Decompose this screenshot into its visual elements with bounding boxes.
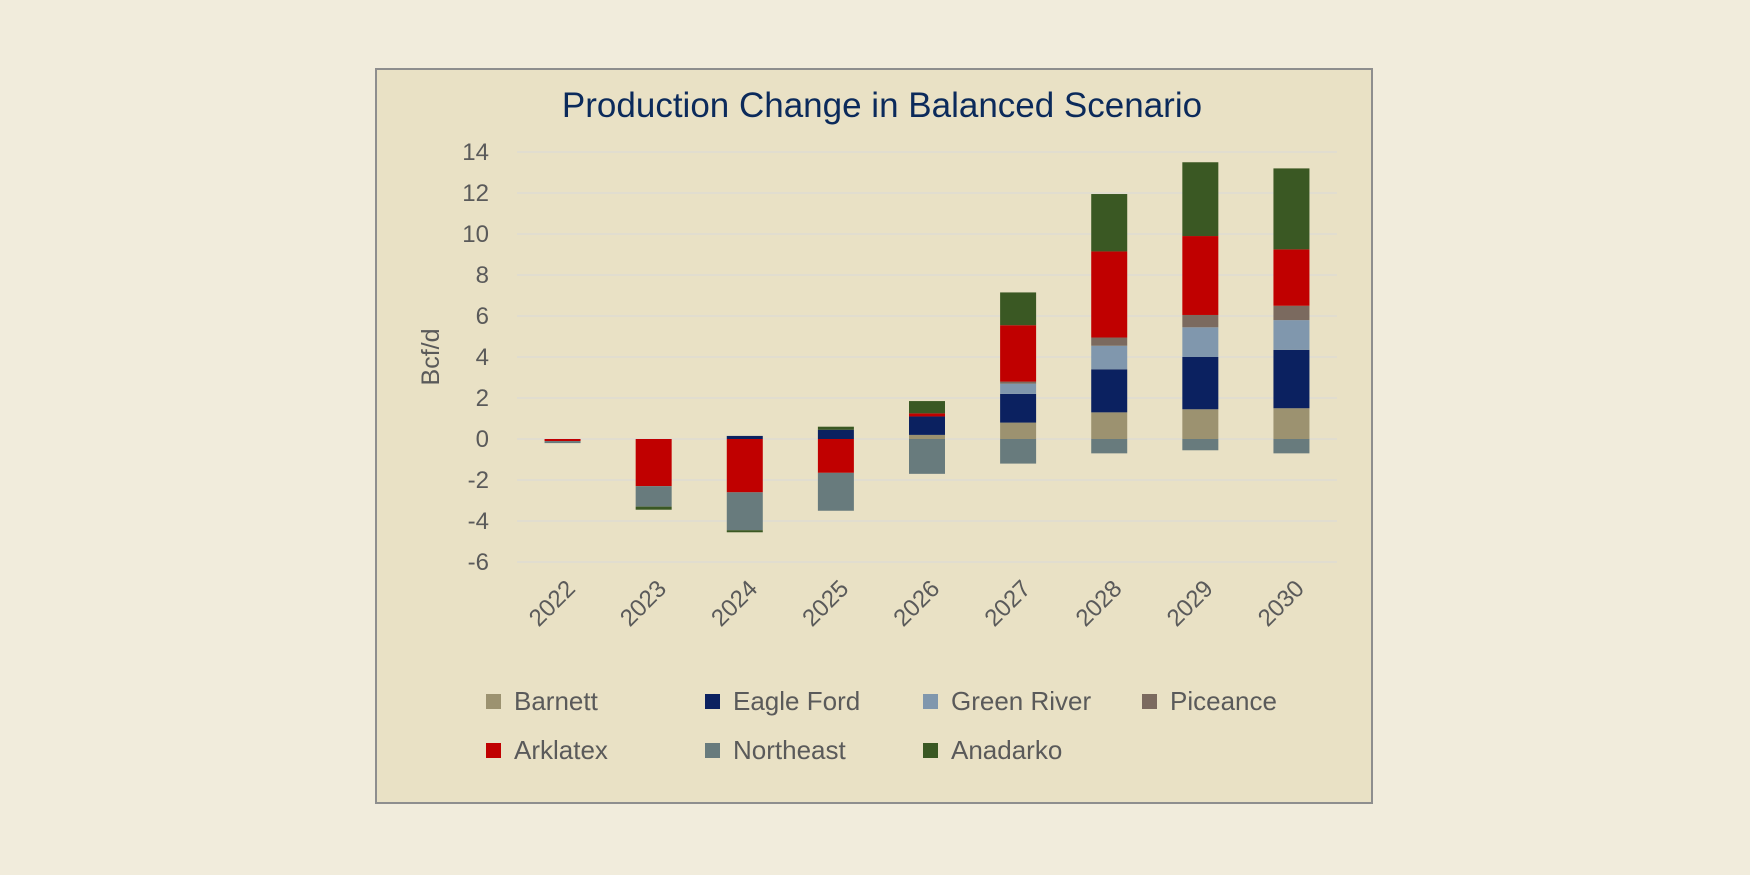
bar-piceance-2029	[1182, 314, 1219, 328]
bar-arklatex-2029	[1182, 236, 1219, 315]
legend-label: Arklatex	[514, 735, 608, 765]
x-tick-label: 2027	[980, 575, 1037, 632]
bar-eagle-ford-2030	[1273, 349, 1310, 409]
y-tick-label: 8	[476, 262, 489, 289]
bar-eagle-ford-2027	[1000, 393, 1037, 423]
x-tick-label: 2028	[1071, 575, 1128, 632]
bar-arklatex-2030	[1273, 249, 1310, 306]
y-axis-label: Bcf/d	[417, 329, 445, 386]
gridlines	[517, 151, 1337, 563]
x-tick-label: 2022	[524, 575, 581, 632]
bar-arklatex-2027	[1000, 325, 1037, 382]
y-tick-label: -2	[468, 467, 489, 494]
y-tick-label: 0	[476, 426, 489, 453]
x-tick-label: 2030	[1253, 575, 1310, 632]
bar-northeast-2024	[726, 492, 763, 531]
y-axis-ticks: 14 12 10 8 6 4 2 0 -2 -4 -6	[462, 139, 489, 576]
chart-title: Production Change in Balanced Scenario	[562, 86, 1202, 125]
x-tick-label: 2029	[1162, 575, 1219, 632]
bar-eagle-ford-2024	[726, 435, 763, 439]
y-tick-label: 2	[476, 385, 489, 412]
legend-label: Barnett	[514, 686, 599, 716]
bar-piceance-2027	[1000, 381, 1037, 384]
legend-label: Anadarko	[951, 735, 1062, 765]
bar-green-river-2030	[1273, 320, 1310, 350]
x-axis-ticks: 2022 2023 2024 2025 2026 2027 2028 2029 2030	[524, 575, 1310, 632]
bar-northeast-2023	[635, 486, 672, 507]
legend-swatch-northeast	[705, 743, 720, 758]
bar-eagle-ford-2026	[909, 416, 945, 435]
bar-anadarko-2028	[1091, 194, 1128, 252]
bar-northeast-2026	[909, 439, 945, 474]
bar-piceance-2028	[1091, 337, 1128, 346]
bar-northeast-2025	[817, 472, 854, 511]
bar-anadarko-2029	[1182, 162, 1219, 237]
bar-arklatex-2028	[1091, 251, 1128, 338]
y-tick-label: 12	[462, 180, 489, 207]
legend-swatch-barnett	[486, 694, 501, 709]
bar-barnett-2026	[909, 434, 945, 439]
bar-anadarko-2030	[1273, 168, 1310, 250]
bars	[544, 162, 1310, 533]
bar-piceance-2030	[1273, 305, 1310, 321]
bar-green-river-2028	[1091, 345, 1128, 370]
x-tick-label: 2024	[706, 575, 763, 632]
bar-northeast-2027	[1000, 439, 1037, 464]
y-tick-label: -6	[468, 549, 489, 576]
bar-anadarko-2025	[817, 426, 854, 430]
bar-barnett-2030	[1273, 408, 1310, 439]
y-tick-label: 6	[476, 303, 489, 330]
x-tick-label: 2026	[888, 575, 945, 632]
bar-barnett-2028	[1091, 412, 1128, 439]
bar-anadarko-2027	[1000, 292, 1037, 326]
legend-label: Northeast	[733, 735, 846, 765]
y-tick-label: 10	[462, 221, 489, 248]
legend-swatch-green-river	[923, 694, 938, 709]
legend-label: Piceance	[1170, 686, 1277, 716]
bar-arklatex-2026	[909, 413, 945, 417]
legend: Barnett Eagle Ford Green River Piceance Arkl…	[486, 686, 1277, 765]
legend-label: Eagle Ford	[733, 686, 860, 716]
legend-swatch-arklatex	[486, 743, 501, 758]
bar-eagle-ford-2029	[1182, 357, 1219, 410]
y-tick-label: 4	[476, 344, 489, 371]
stacked-bar-chart: Production Change in Balanced Scenario B…	[417, 86, 1337, 765]
bar-green-river-2029	[1182, 327, 1219, 357]
bar-arklatex-2022	[544, 439, 581, 442]
legend-label: Green River	[951, 686, 1091, 716]
legend-swatch-anadarko	[923, 743, 938, 758]
y-tick-label: -4	[468, 508, 489, 535]
chart-panel: Production Change in Balanced Scenario B…	[375, 68, 1373, 804]
legend-swatch-piceance	[1142, 694, 1157, 709]
bar-northeast-2030	[1273, 439, 1310, 454]
bar-northeast-2022	[544, 441, 581, 444]
bar-northeast-2029	[1182, 439, 1219, 451]
bar-arklatex-2024	[726, 439, 763, 493]
x-tick-label: 2025	[797, 575, 854, 632]
bar-barnett-2029	[1182, 409, 1219, 439]
bar-anadarko-2023	[635, 506, 672, 510]
y-tick-label: 14	[462, 139, 489, 166]
x-tick-label: 2023	[615, 575, 672, 632]
bar-eagle-ford-2025	[817, 429, 854, 439]
bar-anadarko-2024	[726, 530, 763, 533]
bar-arklatex-2023	[635, 439, 672, 487]
bar-northeast-2028	[1091, 439, 1128, 454]
legend-swatch-eagle-ford	[705, 694, 720, 709]
bar-barnett-2027	[1000, 422, 1037, 439]
bar-arklatex-2025	[817, 439, 854, 473]
bar-green-river-2027	[1000, 383, 1037, 394]
bar-eagle-ford-2028	[1091, 369, 1128, 413]
bar-anadarko-2026	[909, 401, 945, 414]
